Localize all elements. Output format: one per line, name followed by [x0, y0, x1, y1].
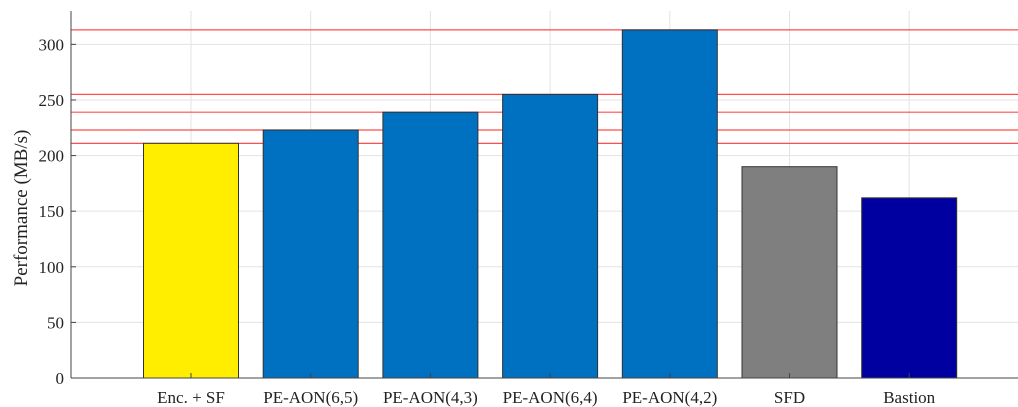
x-tick-label: PE-AON(4,3) — [383, 388, 478, 407]
x-tick-label: Bastion — [883, 388, 935, 407]
x-tick-label: Enc. + SF — [157, 388, 225, 407]
x-tick-label: SFD — [774, 388, 805, 407]
bar — [622, 30, 717, 378]
bar — [383, 112, 478, 378]
x-tick-label: PE-AON(4,2) — [622, 388, 717, 407]
y-tick-label: 0 — [56, 369, 65, 388]
x-tick-label: PE-AON(6,4) — [503, 388, 598, 407]
bar — [144, 143, 239, 378]
y-tick-label: 50 — [47, 313, 64, 332]
bar — [263, 130, 358, 378]
y-tick-label: 300 — [39, 35, 65, 54]
y-tick-label: 100 — [39, 258, 65, 277]
y-tick-label: 250 — [39, 91, 65, 110]
y-axis-title: Performance (MB/s) — [11, 130, 32, 287]
bar — [862, 198, 957, 378]
y-tick-label: 150 — [39, 202, 65, 221]
x-tick-label: PE-AON(6,5) — [263, 388, 358, 407]
bar — [742, 167, 837, 378]
bar — [503, 94, 598, 378]
y-tick-label: 200 — [39, 147, 65, 166]
